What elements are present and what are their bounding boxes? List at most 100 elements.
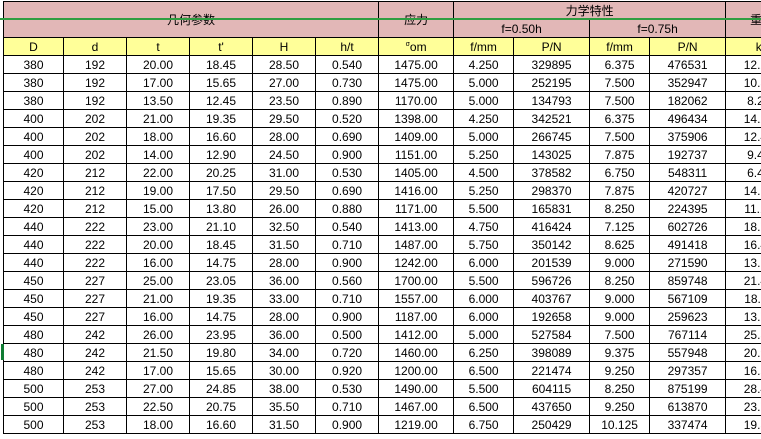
column-header-t-prime[interactable]: t' (190, 38, 253, 56)
table-cell[interactable]: 7.875 (590, 182, 650, 200)
table-cell[interactable]: 1200.00 (379, 362, 454, 380)
table-cell[interactable]: 875199 (650, 380, 726, 398)
table-cell[interactable]: 375906 (650, 128, 726, 146)
table-cell[interactable]: 15.65 (190, 74, 253, 92)
table-cell[interactable]: 5.250 (454, 146, 514, 164)
table-cell[interactable]: 440 (4, 218, 64, 236)
table-cell[interactable]: 24.50 (253, 146, 316, 164)
table-cell[interactable]: 7.500 (590, 326, 650, 344)
table-cell[interactable]: 5.750 (454, 236, 514, 254)
table-cell[interactable]: 420 (4, 164, 64, 182)
table-cell[interactable]: 9.375 (590, 344, 650, 362)
table-cell[interactable]: 32.50 (253, 218, 316, 236)
table-cell[interactable]: 31.00 (253, 164, 316, 182)
table-cell[interactable]: 0.720 (316, 344, 379, 362)
table-cell[interactable]: 5.000 (454, 92, 514, 110)
table-cell[interactable]: 352947 (650, 74, 726, 92)
table-cell[interactable]: 20.00 (127, 56, 190, 74)
table-cell[interactable]: 548311 (650, 164, 726, 182)
table-cell[interactable]: 266745 (514, 128, 590, 146)
table-cell[interactable]: 0.900 (316, 308, 379, 326)
table-cell[interactable]: 8.250 (590, 272, 650, 290)
table-cell[interactable]: 602726 (650, 218, 726, 236)
column-header-sigma-om[interactable]: σom (379, 38, 454, 56)
table-cell[interactable]: 192 (64, 56, 127, 74)
table-cell[interactable]: 6.375 (590, 110, 650, 128)
table-cell[interactable]: 420 (4, 182, 64, 200)
table-cell[interactable]: 12.90 (190, 146, 253, 164)
table-cell[interactable]: 1409.00 (379, 128, 454, 146)
table-cell[interactable]: 27.00 (253, 74, 316, 92)
table-cell[interactable]: 29.50 (253, 182, 316, 200)
table-cell[interactable]: 1416.00 (379, 182, 454, 200)
table-cell[interactable]: 212 (64, 200, 127, 218)
table-cell[interactable]: 242 (64, 362, 127, 380)
table-cell[interactable]: 1487.00 (379, 236, 454, 254)
table-cell[interactable]: 212 (64, 182, 127, 200)
table-cell[interactable]: 26.00 (127, 326, 190, 344)
table-cell[interactable]: 24.85 (190, 380, 253, 398)
column-header-p-n-075[interactable]: P/N (650, 38, 726, 56)
table-cell[interactable]: 596726 (514, 272, 590, 290)
table-cell[interactable]: 4.250 (454, 56, 514, 74)
table-cell[interactable]: 182062 (650, 92, 726, 110)
table-cell[interactable]: 491418 (650, 236, 726, 254)
table-cell[interactable]: 5.000 (454, 74, 514, 92)
table-cell[interactable]: 0.900 (316, 146, 379, 164)
table-cell[interactable]: 496434 (650, 110, 726, 128)
table-cell[interactable]: 18.00 (127, 128, 190, 146)
table-cell[interactable]: 14.00 (127, 146, 190, 164)
table-cell[interactable]: 6.750 (590, 164, 650, 182)
table-cell[interactable]: 10.125 (590, 416, 650, 434)
table-cell[interactable]: 7.500 (590, 74, 650, 92)
table-cell[interactable]: 767114 (650, 326, 726, 344)
table-cell[interactable]: 23.95 (190, 326, 253, 344)
table-cell[interactable]: 31.50 (253, 416, 316, 434)
table-cell[interactable]: 1475.00 (379, 74, 454, 92)
table-cell[interactable]: 4.750 (454, 218, 514, 236)
table-cell[interactable]: 8.250 (590, 380, 650, 398)
table-cell[interactable]: 242 (64, 344, 127, 362)
table-cell[interactable]: 253 (64, 398, 127, 416)
table-cell[interactable]: 14.75 (190, 308, 253, 326)
table-cell[interactable]: 29.50 (253, 110, 316, 128)
table-cell[interactable]: 342521 (514, 110, 590, 128)
table-cell[interactable]: 9.480 (726, 146, 761, 164)
table-cell[interactable]: 11.185 (726, 200, 761, 218)
table-cell[interactable]: 19.00 (127, 182, 190, 200)
table-cell[interactable]: 337474 (650, 416, 726, 434)
table-cell[interactable]: 8.250 (590, 200, 650, 218)
table-cell[interactable]: 1460.00 (379, 344, 454, 362)
table-cell[interactable]: 380 (4, 56, 64, 74)
table-cell[interactable]: 9.000 (590, 254, 650, 272)
table-cell[interactable]: 380 (4, 74, 64, 92)
table-cell[interactable]: 0.560 (316, 272, 379, 290)
table-cell[interactable]: 16.580 (726, 362, 761, 380)
table-cell[interactable]: 420 (4, 200, 64, 218)
column-header-H[interactable]: H (253, 38, 316, 56)
table-cell[interactable]: 1412.00 (379, 326, 454, 344)
table-cell[interactable]: 4.250 (454, 110, 514, 128)
table-cell[interactable]: 35.50 (253, 398, 316, 416)
table-cell[interactable]: 12.232 (726, 56, 761, 74)
table-cell[interactable]: 6.500 (454, 398, 514, 416)
table-cell[interactable]: 253 (64, 380, 127, 398)
table-cell[interactable]: 0.900 (316, 416, 379, 434)
table-cell[interactable]: 8.625 (590, 236, 650, 254)
table-cell[interactable]: 21.00 (127, 110, 190, 128)
table-cell[interactable]: 1475.00 (379, 56, 454, 74)
table-cell[interactable]: 297357 (650, 362, 726, 380)
table-cell[interactable]: 222 (64, 254, 127, 272)
table-cell[interactable]: 0.880 (316, 200, 379, 218)
table-cell[interactable]: 227 (64, 272, 127, 290)
